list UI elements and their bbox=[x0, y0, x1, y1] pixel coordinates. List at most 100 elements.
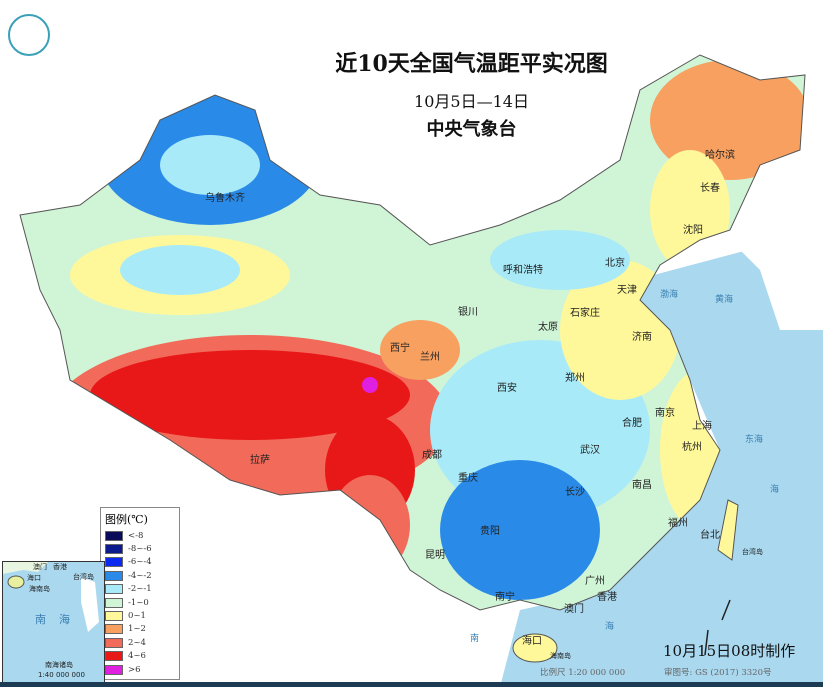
legend-item: >6 bbox=[105, 663, 175, 676]
legend-item: 1~2 bbox=[105, 623, 175, 636]
legend-swatch bbox=[105, 637, 123, 648]
legend-swatch bbox=[105, 611, 123, 622]
city-label: 南京 bbox=[655, 408, 675, 419]
city-label: 重庆 bbox=[458, 473, 478, 484]
city-label: 贵阳 bbox=[480, 526, 500, 537]
issuer: 中央气象台 bbox=[426, 119, 517, 140]
map-approval-number: 审图号: GS (2017) 3320号 bbox=[664, 668, 772, 678]
island-label: 台湾岛 bbox=[742, 548, 763, 556]
legend-label: 2~4 bbox=[128, 637, 146, 648]
city-label: 沈阳 bbox=[683, 225, 703, 236]
sea-label: 海 bbox=[605, 622, 615, 632]
inset-label: 海南岛 bbox=[29, 585, 50, 593]
city-label: 海口 bbox=[522, 636, 542, 647]
legend-swatch bbox=[105, 530, 123, 541]
production-time: 10月15日08时制作 bbox=[663, 642, 796, 660]
inset-label: 海 bbox=[59, 613, 70, 626]
city-label: 郑州 bbox=[565, 373, 585, 384]
legend-label: -2~-1 bbox=[128, 584, 152, 595]
legend-swatch bbox=[105, 651, 123, 662]
legend-swatch bbox=[105, 584, 123, 595]
island-label: 海南岛 bbox=[550, 652, 571, 660]
city-label: 长沙 bbox=[565, 487, 585, 498]
legend-label: 0~1 bbox=[128, 611, 146, 622]
city-label: 银川 bbox=[458, 307, 478, 318]
map-title: 近10天全国气温距平实况图 bbox=[335, 51, 608, 77]
legend-swatch bbox=[105, 570, 123, 581]
legend: 图例(℃) <-8 -8~-6 -6~-4 -4~-2 -2~-1 -1~0 0~1 1~2 2… bbox=[100, 507, 180, 681]
sea-label: 渤海 bbox=[660, 290, 679, 300]
city-label: 昆明 bbox=[425, 550, 445, 561]
city-label: 合肥 bbox=[622, 418, 642, 429]
city-label: 武汉 bbox=[580, 445, 600, 456]
hainan-island bbox=[512, 633, 558, 663]
inset-label: 澳门 bbox=[33, 563, 47, 571]
bottom-bar bbox=[0, 682, 823, 687]
legend-label: 4~6 bbox=[128, 651, 146, 662]
city-label: 西安 bbox=[497, 383, 517, 394]
legend-label: -1~0 bbox=[128, 597, 149, 608]
sea-label: 南 bbox=[470, 634, 480, 644]
city-label: 澳门 bbox=[564, 604, 584, 615]
city-label: 成都 bbox=[422, 450, 442, 461]
cma-logo-icon bbox=[8, 14, 50, 56]
sea-label: 东海 bbox=[745, 435, 764, 445]
legend-label: -6~-4 bbox=[128, 557, 152, 568]
legend-label: <-8 bbox=[128, 530, 144, 541]
city-label: 香港 bbox=[597, 592, 617, 603]
sea-label: 黄海 bbox=[715, 295, 734, 305]
city-label: 兰州 bbox=[420, 352, 440, 363]
inset-label: 南海诸岛 bbox=[45, 661, 73, 669]
city-label: 济南 bbox=[632, 332, 652, 343]
city-label: 长春 bbox=[700, 183, 720, 194]
legend-item: 4~6 bbox=[105, 650, 175, 663]
legend-item: -1~0 bbox=[105, 596, 175, 609]
sea-area bbox=[500, 230, 823, 687]
legend-item: -8~-6 bbox=[105, 542, 175, 555]
city-label: 西宁 bbox=[390, 343, 410, 354]
korea-japan-land bbox=[720, 160, 823, 330]
map-scale: 比例尺 1:20 000 000 bbox=[540, 668, 626, 678]
city-label: 上海 bbox=[692, 421, 712, 432]
legend-swatch bbox=[105, 544, 123, 555]
legend-item: 2~4 bbox=[105, 636, 175, 649]
inset-label: 香港 bbox=[53, 563, 67, 571]
city-label: 福州 bbox=[668, 518, 688, 529]
legend-swatch bbox=[105, 624, 123, 635]
inset-label: 南 bbox=[35, 613, 46, 626]
city-label: 石家庄 bbox=[570, 308, 600, 319]
stray-mark bbox=[704, 629, 709, 656]
legend-title: 图例(℃) bbox=[105, 513, 148, 526]
city-label: 北京 bbox=[605, 258, 625, 269]
city-label: 拉萨 bbox=[250, 455, 270, 466]
city-label: 天津 bbox=[617, 285, 637, 296]
city-label: 南昌 bbox=[632, 480, 652, 491]
city-label: 乌鲁木齐 bbox=[205, 193, 245, 204]
legend-swatch bbox=[105, 557, 123, 568]
legend-label: >6 bbox=[128, 664, 141, 675]
sea-label: 海 bbox=[770, 485, 780, 495]
city-label: 哈尔滨 bbox=[705, 150, 735, 161]
city-label: 台北 bbox=[700, 530, 720, 541]
legend-item: -6~-4 bbox=[105, 556, 175, 569]
inset-label: 海口 bbox=[27, 574, 41, 582]
legend-label: -4~-2 bbox=[128, 570, 152, 581]
china-border bbox=[19, 54, 806, 611]
city-label: 杭州 bbox=[682, 442, 702, 453]
city-label: 南宁 bbox=[495, 592, 515, 603]
city-label: 呼和浩特 bbox=[503, 265, 543, 276]
legend-swatch bbox=[105, 664, 123, 675]
taiwan-island bbox=[717, 499, 739, 561]
legend-item: -4~-2 bbox=[105, 569, 175, 582]
legend-label: 1~2 bbox=[128, 624, 146, 635]
inset-label: 台湾岛 bbox=[73, 573, 94, 581]
city-label: 太原 bbox=[538, 322, 558, 333]
legend-label: -8~-6 bbox=[128, 544, 152, 555]
date-range: 10月5日—14日 bbox=[414, 92, 529, 111]
legend-swatch bbox=[105, 597, 123, 608]
south-china-sea-inset: 澳门 香港 海口 海南岛 台湾岛 南 海 南海诸岛 1:40 000 000 bbox=[2, 561, 105, 685]
legend-item: 0~1 bbox=[105, 609, 175, 622]
legend-item: -2~-1 bbox=[105, 583, 175, 596]
stray-mark bbox=[721, 599, 731, 621]
